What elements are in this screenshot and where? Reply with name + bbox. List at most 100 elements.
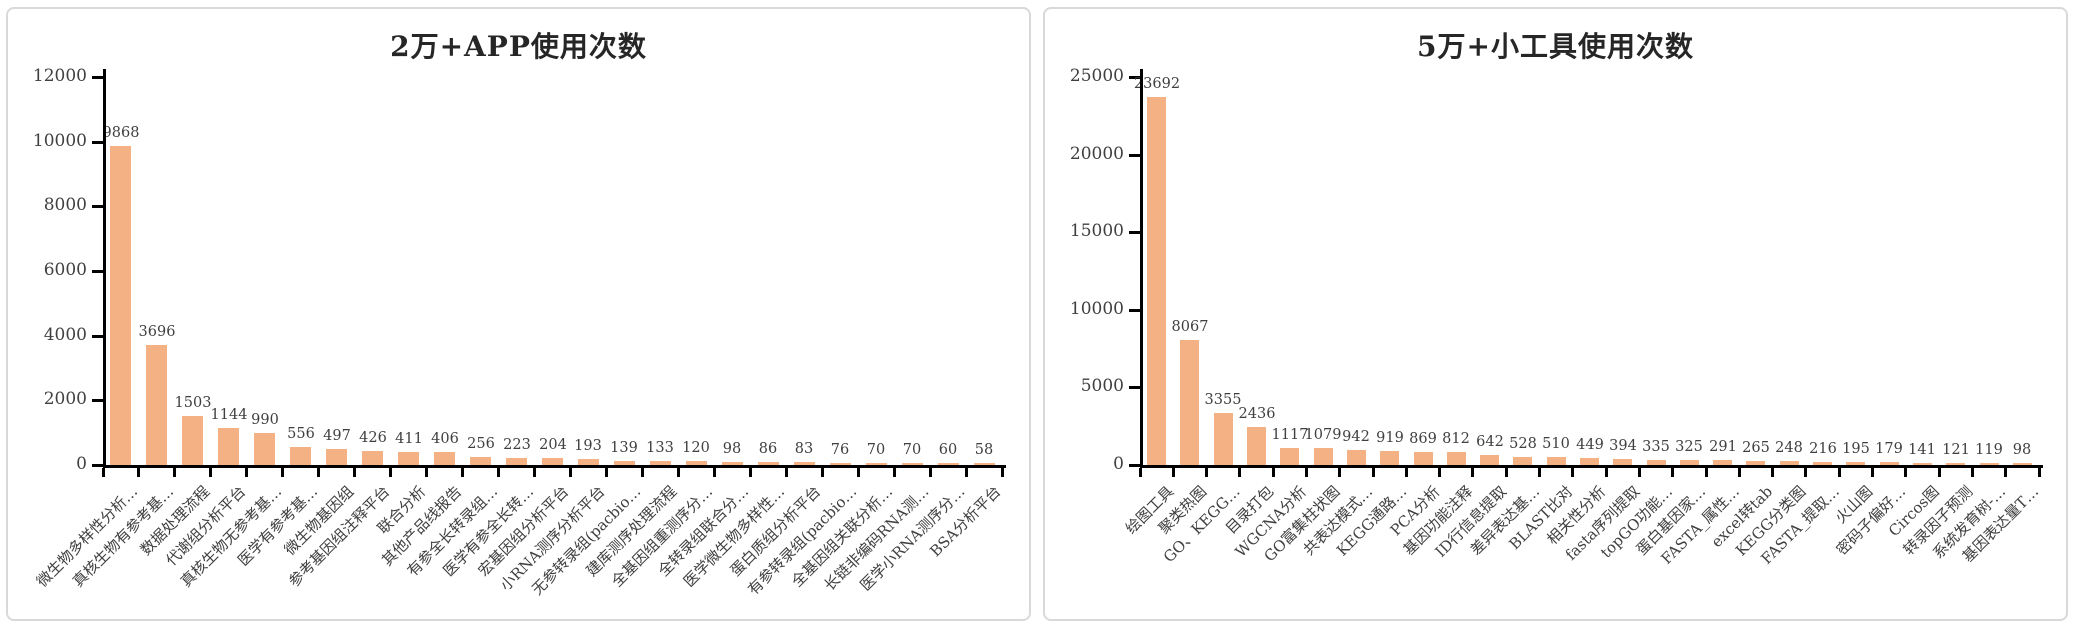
bar-value-label: 204 — [539, 437, 567, 453]
y-axis-tick-label: 10000 — [32, 130, 87, 151]
y-axis-tick-label: 15000 — [1069, 221, 1124, 242]
x-axis-tick — [1837, 468, 1841, 477]
y-axis-tick — [92, 205, 103, 209]
x-axis-tick — [1471, 468, 1475, 477]
bar-value-label: 9868 — [102, 125, 140, 141]
bar-value-label: 98 — [722, 441, 742, 457]
y-axis-tick — [92, 270, 103, 273]
x-axis-tick — [1271, 468, 1275, 477]
bar — [506, 458, 527, 465]
bar — [722, 462, 743, 465]
x-axis-tick — [820, 468, 824, 477]
x-axis-tick — [676, 468, 680, 477]
y-axis-tick — [92, 140, 103, 144]
bar — [1680, 460, 1699, 465]
bar — [1180, 340, 1199, 465]
bar — [1713, 460, 1732, 465]
bar — [326, 449, 347, 465]
y-axis-tick — [1129, 231, 1140, 235]
x-axis-tick — [1704, 468, 1708, 477]
bar-value-label: 265 — [1742, 440, 1770, 456]
bar-value-label: 510 — [1542, 436, 1570, 452]
y-axis-tick-label: 10000 — [1069, 298, 1124, 319]
bar — [146, 345, 167, 465]
bar-value-label: 1503 — [174, 395, 212, 411]
x-axis-tick — [712, 468, 716, 477]
bar — [938, 463, 959, 465]
x-axis-tick — [928, 468, 932, 477]
bar — [614, 461, 635, 465]
x-axis-tick — [1000, 468, 1004, 477]
bar — [362, 451, 383, 465]
bar — [1414, 452, 1433, 465]
x-axis-tick — [1205, 468, 1209, 477]
x-axis-tick — [784, 468, 788, 477]
x-axis-tick — [497, 468, 501, 477]
bar — [398, 452, 419, 465]
y-axis-tick — [1129, 153, 1140, 157]
bar — [1913, 463, 1932, 465]
y-axis-tick — [1129, 464, 1140, 467]
bar-value-label: 528 — [1509, 436, 1537, 452]
bar-value-label: 256 — [467, 436, 495, 452]
x-axis-tick — [964, 468, 968, 477]
x-axis-tick — [245, 468, 249, 477]
bar — [1247, 427, 1266, 465]
bar-value-label: 86 — [758, 441, 778, 457]
bar — [1513, 457, 1532, 465]
bar — [974, 463, 995, 465]
x-axis-tick — [640, 468, 644, 477]
bar — [686, 461, 707, 465]
y-axis-tick-label: 6000 — [43, 260, 87, 280]
x-axis-tick — [353, 468, 357, 477]
y-axis-tick-label: 2000 — [43, 389, 87, 410]
bar-value-label: 98 — [2012, 442, 2032, 458]
y-axis-tick-label: 12000 — [32, 66, 87, 86]
bar-value-label: 449 — [1576, 437, 1604, 453]
bar — [1380, 451, 1399, 465]
bar-value-label: 556 — [287, 426, 315, 442]
bar — [1580, 458, 1599, 465]
x-axis-tick — [1904, 468, 1908, 477]
y-axis-tick — [1129, 76, 1140, 79]
y-axis-tick — [92, 334, 103, 338]
bar — [1214, 413, 1233, 465]
x-axis-tick — [1804, 468, 1808, 477]
x-axis-tick — [1538, 468, 1542, 477]
x-axis-tick — [137, 468, 141, 477]
bar-value-label: 1117 — [1271, 427, 1309, 443]
bar-value-label: 394 — [1609, 438, 1637, 454]
bar-value-label: 869 — [1409, 431, 1437, 447]
bar-value-label: 642 — [1476, 434, 1504, 450]
bar-value-label: 325 — [1675, 439, 1703, 455]
bar-value-label: 248 — [1775, 440, 1803, 456]
bar-value-label: 133 — [646, 440, 674, 456]
bar-value-label: 141 — [1908, 442, 1936, 458]
bar-value-label: 406 — [431, 431, 459, 447]
x-axis-tick — [1737, 468, 1741, 477]
x-axis-tick — [2037, 468, 2041, 477]
bar-value-label: 812 — [1442, 431, 1470, 447]
y-axis-tick — [92, 399, 103, 403]
bar-value-label: 179 — [1875, 441, 1903, 457]
bar — [1547, 457, 1566, 465]
y-axis-tick-label: 20000 — [1069, 143, 1124, 164]
x-axis-tick — [1637, 468, 1641, 477]
bar-value-label: 23692 — [1133, 76, 1181, 92]
bar-value-label: 497 — [323, 428, 351, 444]
bar-value-label: 2436 — [1238, 406, 1276, 422]
bar — [1946, 463, 1965, 465]
x-axis-tick — [1571, 468, 1575, 477]
bar-value-label: 335 — [1642, 439, 1670, 455]
bar — [1280, 448, 1299, 465]
bar — [1147, 97, 1166, 465]
x-axis-tick — [1871, 468, 1875, 477]
x-axis-tick — [1404, 468, 1408, 477]
x-axis-tick — [748, 468, 752, 477]
bar — [1980, 463, 1999, 465]
bar-value-label: 76 — [830, 442, 850, 458]
chart-panel-app-usage: 2万+APP使用次数 0 2000 4000 6000 8000 10000 12000 98… — [6, 7, 1031, 621]
x-axis-tick — [1371, 468, 1375, 477]
bar-value-label: 119 — [1975, 442, 2003, 458]
